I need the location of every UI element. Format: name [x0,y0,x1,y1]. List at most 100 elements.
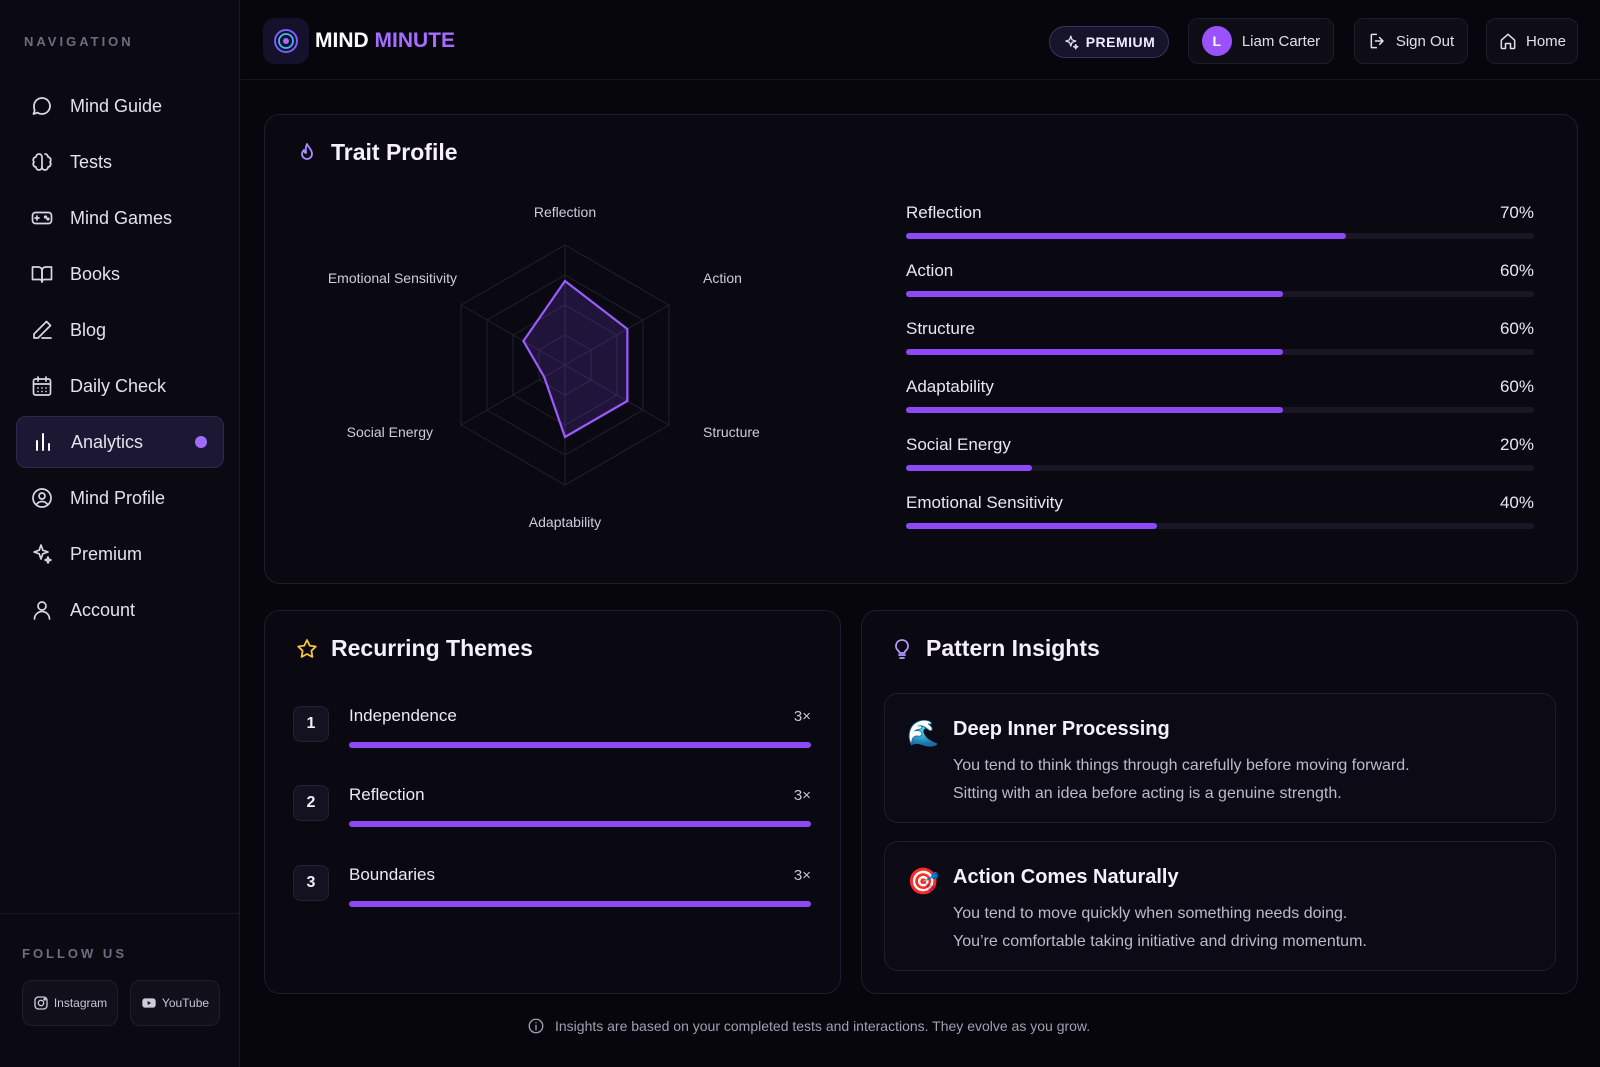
recurring-themes-card: Recurring Themes 1 Independence 3× 2 Ref… [264,610,841,994]
gamepad-icon [31,211,53,225]
nav-list: Mind Guide Tests Mind Games Books Blog D… [16,80,224,640]
premium-badge[interactable]: PREMIUM [1049,26,1169,58]
theme-count: 3× [793,708,811,725]
trait-bar-track [906,349,1534,355]
insight-card: 🌊 Deep Inner Processing You tend to thin… [884,693,1556,823]
youtube-label: YouTube [161,996,210,1010]
theme-bar-fill [349,901,811,907]
user-menu-button[interactable]: L Liam Carter [1188,18,1334,64]
insight-title: Action Comes Naturally [953,866,1179,888]
youtube-link[interactable]: YouTube [130,980,220,1026]
avatar: L [1201,26,1232,56]
card-title-text: Pattern Insights [926,635,1100,661]
home-button[interactable]: Home [1486,18,1578,64]
pattern-insights-card: Pattern Insights 🌊 Deep Inner Processing… [861,610,1578,994]
sidebar-item-tests[interactable]: Tests [16,136,224,188]
trait-bar-fill [906,407,1283,413]
trait-label: Action [906,261,954,280]
trait-bar-row: Social Energy 20% [906,435,1534,493]
active-indicator-dot [195,436,207,448]
bar-chart-icon [36,433,50,451]
trait-bar-fill [906,291,1283,297]
theme-row: 3 Boundaries 3× [293,865,811,907]
theme-name: Reflection [349,785,425,804]
wave-icon: 🌊 [907,718,940,748]
home-icon [1500,33,1516,50]
trait-bar-track [906,291,1534,297]
sidebar-item-label: Daily Check [70,375,167,396]
youtube-icon [142,998,156,1008]
recurring-themes-title: Recurring Themes [295,635,533,662]
radar-axis-line [564,304,670,366]
instagram-label: Instagram [53,996,108,1010]
radar-chart: Reflection Action Structure Adaptability… [328,204,760,530]
trait-label: Reflection [906,203,982,222]
theme-rank: 2 [293,785,329,821]
sidebar-item-label: Tests [70,151,113,172]
radar-axis-label-action: Action [703,270,742,286]
radar-axis-label-reflection: Reflection [534,204,596,220]
brand-part-1: MIND [315,29,369,52]
sidebar-item-mind-games[interactable]: Mind Games [16,192,224,244]
sparkles-icon [1064,34,1079,50]
divider [0,913,240,914]
target-icon: 🎯 [907,866,940,896]
trait-bar-fill [906,349,1283,355]
trait-label: Adaptability [906,377,994,396]
trait-bar-track [906,465,1534,471]
theme-count: 3× [793,787,811,804]
theme-bar-fill [349,821,811,827]
insight-card: 🎯 Action Comes Naturally You tend to mov… [884,841,1556,971]
sign-out-button[interactable]: Sign Out [1354,18,1468,64]
insight-line: You tend to think things through careful… [953,757,1410,774]
trait-bar-track [906,407,1534,413]
sidebar-item-account[interactable]: Account [16,584,224,636]
sidebar-item-label: Mind Guide [70,95,163,116]
pen-icon [33,320,52,339]
insight-title: Deep Inner Processing [953,718,1170,740]
logo[interactable] [263,18,309,64]
star-icon [297,638,317,658]
sidebar-item-label: Account [70,599,136,620]
trait-bar-fill [906,465,1032,471]
theme-bar-track [349,901,811,907]
radar-axis-line [460,304,566,366]
theme-bar-fill [349,742,811,748]
sidebar-item-analytics[interactable]: Analytics [16,416,224,468]
trait-profile-title: Trait Profile [295,139,458,166]
sidebar-item-books[interactable]: Books [16,248,224,300]
nav-heading: NAVIGATION [24,34,134,49]
sign-out-label: Sign Out [1395,32,1455,50]
theme-rank: 3 [293,865,329,901]
trait-bar-track [906,233,1534,239]
sidebar-item-label: Books [70,263,121,284]
follow-heading: FOLLOW US [22,946,127,961]
sidebar-item-daily-check[interactable]: Daily Check [16,360,224,412]
insight-line: Sitting with an idea before acting is a … [953,785,1342,802]
sidebar-item-label: Blog [70,319,107,340]
sidebar-item-blog[interactable]: Blog [16,304,224,356]
sidebar-item-premium[interactable]: Premium [16,528,224,580]
trait-label: Social Energy [906,435,1011,454]
sidebar-item-label: Mind Games [70,207,173,228]
info-icon [528,1018,544,1034]
radar-series-shape [522,279,629,439]
theme-bar-track [349,742,811,748]
sidebar-item-mind-profile[interactable]: Mind Profile [16,472,224,524]
user-name: Liam Carter [1241,32,1321,50]
chat-bubble-icon [32,97,51,115]
trait-profile-card: Trait Profile Reflection Action Structur… [264,114,1578,584]
sidebar-item-mind-guide[interactable]: Mind Guide [16,80,224,132]
radar-axis-line [460,364,566,426]
premium-label: PREMIUM [1085,34,1156,50]
top-header: MIND MINUTE PREMIUM L Liam Carter Sign O… [241,0,1600,80]
user-icon [33,601,51,620]
trait-bar-fill [906,233,1346,239]
trait-percent: 60% [1499,319,1534,338]
instagram-link[interactable]: Instagram [22,980,118,1026]
sidebar-item-label: Premium [70,543,143,564]
trait-percent: 60% [1499,261,1534,280]
radar-axis-label-social-energy: Social Energy [347,424,433,440]
trait-percent: 20% [1499,435,1534,454]
trait-bar-fill [906,523,1158,529]
